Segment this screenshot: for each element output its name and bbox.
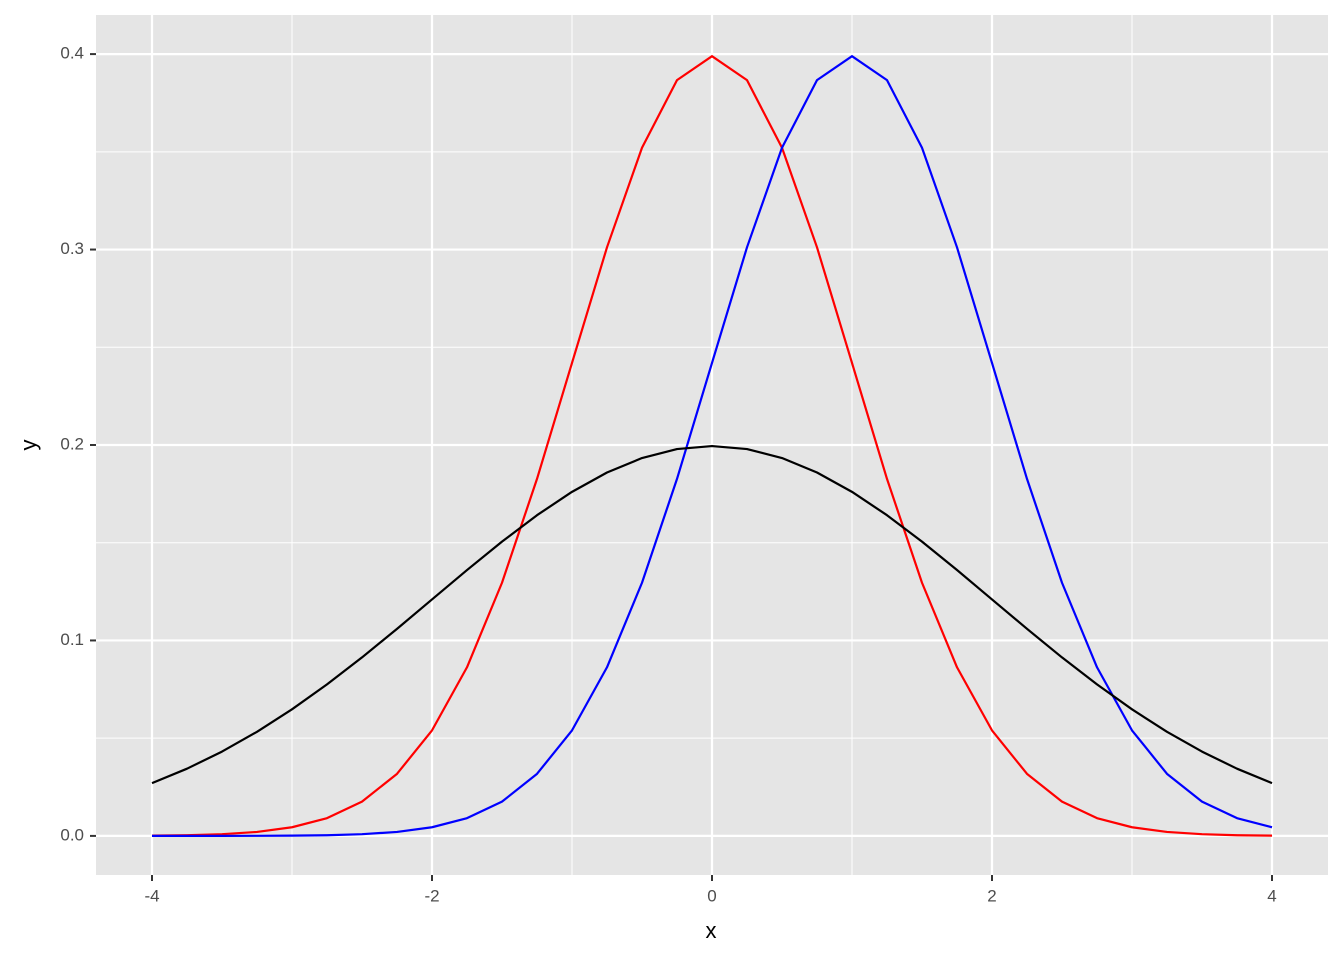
y-tick-label: 0.4 xyxy=(60,44,84,63)
y-tick-label: 0.2 xyxy=(60,434,84,453)
x-tick-label: 4 xyxy=(1267,886,1276,905)
x-tick-label: 0 xyxy=(707,886,716,905)
y-tick-label: 0.3 xyxy=(60,239,84,258)
x-tick-label: -2 xyxy=(424,886,439,905)
x-tick-label: -4 xyxy=(144,886,159,905)
y-tick-label: 0.1 xyxy=(60,630,84,649)
line xyxy=(151,444,1273,785)
x-tick-label: 2 xyxy=(987,886,996,905)
x-axis-title: x xyxy=(706,918,717,943)
y-axis-title: y xyxy=(16,440,41,451)
line xyxy=(151,55,1273,837)
line xyxy=(151,55,1273,838)
y-tick-label: 0.0 xyxy=(60,825,84,844)
